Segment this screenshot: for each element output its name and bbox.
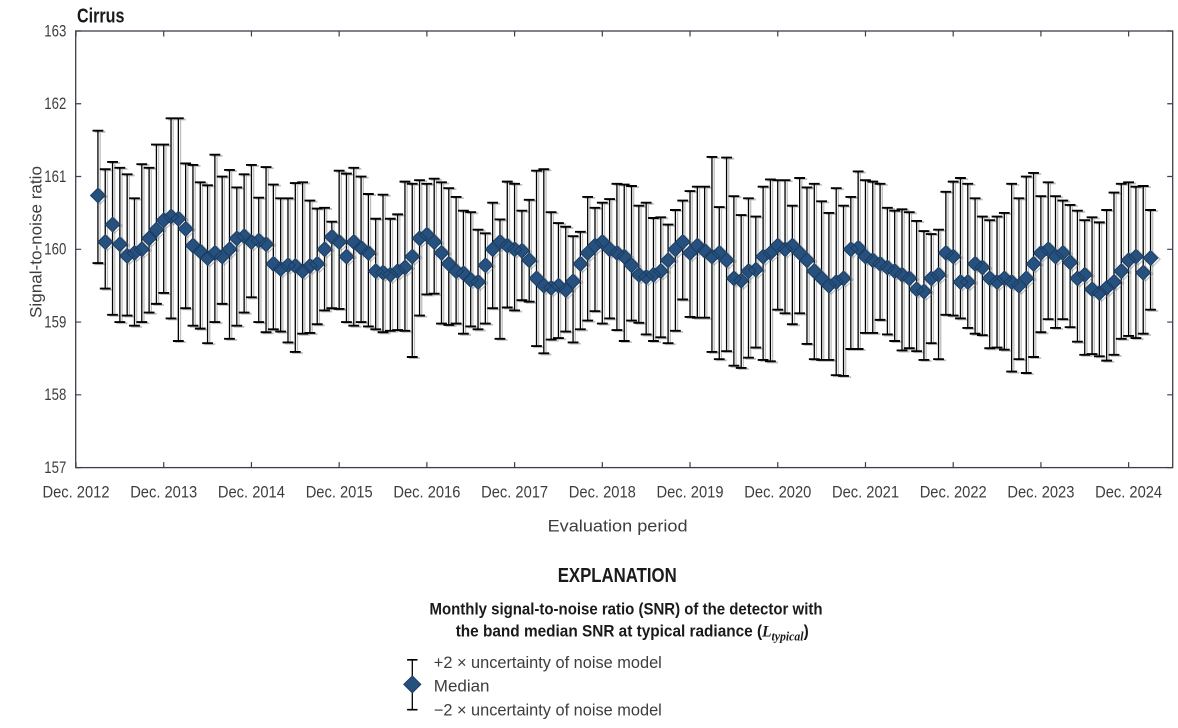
svg-text:−2 × uncertainty of noise mode: −2 × uncertainty of noise model	[434, 701, 662, 719]
svg-text:158: 158	[44, 386, 66, 404]
svg-text:161: 161	[44, 168, 66, 186]
svg-text:Median: Median	[434, 677, 490, 695]
svg-text:Evaluation period: Evaluation period	[548, 518, 688, 536]
svg-text:Dec. 2019: Dec. 2019	[657, 484, 724, 502]
svg-text:+2 × uncertainty of noise mode: +2 × uncertainty of noise model	[434, 654, 662, 672]
svg-text:159: 159	[44, 313, 66, 331]
svg-text:Monthly signal-to-noise ratio: Monthly signal-to-noise ratio (SNR) of t…	[430, 601, 823, 619]
svg-text:Dec. 2014: Dec. 2014	[218, 484, 285, 502]
svg-text:Dec. 2020: Dec. 2020	[744, 484, 811, 502]
svg-text:Dec. 2022: Dec. 2022	[920, 484, 987, 502]
svg-text:Dec. 2021: Dec. 2021	[832, 484, 899, 502]
svg-text:157: 157	[44, 459, 66, 477]
svg-text:Signal-to-noise ratio: Signal-to-noise ratio	[28, 166, 46, 318]
svg-text:162: 162	[44, 95, 66, 113]
svg-text:Dec. 2015: Dec. 2015	[306, 484, 373, 502]
svg-text:EXPLANATION: EXPLANATION	[558, 565, 677, 587]
svg-text:160: 160	[44, 241, 66, 259]
svg-text:Dec. 2018: Dec. 2018	[569, 484, 636, 502]
svg-text:163: 163	[44, 22, 66, 40]
svg-text:Dec. 2024: Dec. 2024	[1095, 484, 1162, 502]
svg-text:Dec. 2013: Dec. 2013	[130, 484, 197, 502]
svg-text:Dec. 2017: Dec. 2017	[481, 484, 548, 502]
svg-text:Dec. 2016: Dec. 2016	[393, 484, 460, 502]
svg-text:Cirrus: Cirrus	[77, 6, 125, 28]
svg-text:Dec. 2023: Dec. 2023	[1007, 484, 1074, 502]
svg-text:Dec. 2012: Dec. 2012	[43, 484, 110, 502]
svg-text:the band median SNR at typical: the band median SNR at typical radiance …	[456, 622, 809, 644]
